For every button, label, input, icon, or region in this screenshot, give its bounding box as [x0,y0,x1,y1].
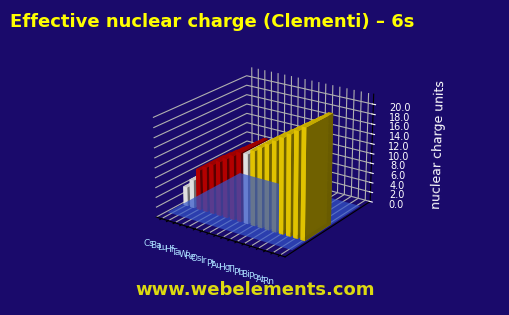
Text: Effective nuclear charge (Clementi) – 6s: Effective nuclear charge (Clementi) – 6s [10,13,414,31]
Text: www.webelements.com: www.webelements.com [135,281,374,299]
